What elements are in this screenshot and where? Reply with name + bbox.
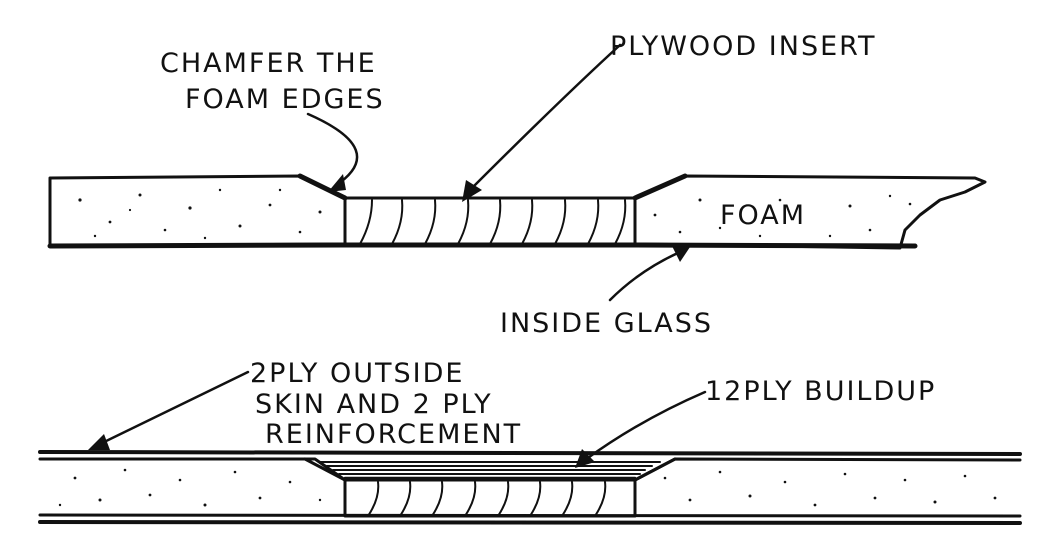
buildup-leader-arrow: [575, 390, 707, 468]
inside-glass-label: INSIDE GLASS: [500, 308, 713, 339]
top-section: [47, 173, 987, 250]
left-chamfer: [297, 173, 348, 201]
chamfer-leader-arrow: [306, 112, 359, 192]
top-right-foam: [633, 174, 987, 250]
bottom-inside-glass: [38, 520, 1022, 525]
outside-skin-top: [38, 450, 1022, 456]
top-inside-glass-layer: [47, 242, 918, 249]
outside-skin-leader-arrow: [88, 370, 250, 450]
top-plywood-insert: [343, 196, 637, 246]
inside-glass-leader-arrow: [608, 246, 690, 302]
chamfer-label-line2: FOAM EDGES: [185, 84, 385, 115]
bottom-plywood-insert: [343, 478, 637, 518]
plywood-insert-label: PLYWOOD INSERT: [610, 31, 876, 62]
buildup-label: 12PLY BUILDUP: [705, 376, 936, 407]
right-chamfer: [632, 173, 688, 201]
chamfer-label-line1: CHAMFER THE: [160, 48, 377, 79]
outside-skin-label-line1: 2PLY OUTSIDE: [250, 358, 464, 389]
bottom-section: [38, 450, 1022, 525]
plywood-leader-arrow: [462, 43, 622, 202]
bottom-left-foam: [58, 468, 322, 507]
foam-label: FOAM: [720, 200, 806, 231]
bottom-right-foam: [663, 470, 997, 507]
outside-skin-label-line2: SKIN AND 2 PLY: [255, 389, 493, 420]
foam-stipple-top-right: [653, 194, 912, 238]
outside-skin-label-line3: REINFORCEMENT: [265, 419, 522, 450]
top-left-foam: [48, 174, 347, 248]
buildup-layers: [303, 457, 677, 482]
foam-stipple-top-left: [78, 188, 322, 240]
